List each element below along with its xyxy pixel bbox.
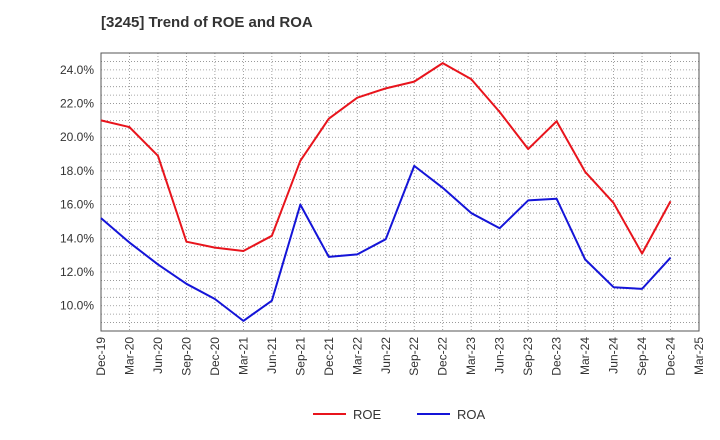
x-tick-label: Dec-21: [322, 337, 336, 376]
x-tick-label: Jun-22: [379, 337, 393, 374]
legend: ROE ROA: [313, 407, 486, 422]
y-tick-label: 14.0%: [60, 231, 94, 245]
x-tick-label: Sep-22: [407, 337, 421, 376]
y-tick-label: 20.0%: [60, 130, 94, 144]
series-layer: [100, 62, 672, 322]
plot-area-frame: [100, 52, 700, 332]
x-tick-label: Jun-21: [265, 337, 279, 374]
x-tick-label: Dec-23: [550, 337, 564, 376]
x-tick-label: Sep-24: [635, 337, 649, 376]
x-tick-label: Jun-23: [493, 337, 507, 374]
x-axis-ticks: Dec-19 Mar-20 Jun-20 Sep-20 Dec-20 Mar-21 Jun-…: [94, 337, 706, 376]
x-tick-label: Mar-25: [692, 337, 706, 375]
y-tick-label: 12.0%: [60, 265, 94, 279]
legend-label-roa: ROA: [457, 407, 486, 422]
chart-title: [3245] Trend of ROE and ROA: [101, 14, 313, 31]
x-tick-label: Jun-24: [607, 337, 621, 374]
x-tick-label: Mar-20: [122, 337, 136, 375]
x-tick-label: Dec-24: [664, 337, 678, 376]
y-tick-label: 22.0%: [60, 97, 94, 111]
x-tick-label: Dec-19: [94, 337, 108, 376]
x-tick-label: Mar-22: [350, 337, 364, 375]
x-tick-label: Sep-20: [179, 337, 193, 376]
series-line-roa: [100, 164, 672, 322]
y-tick-label: 16.0%: [60, 198, 94, 212]
y-tick-label: 10.0%: [60, 299, 94, 313]
y-axis-ticks: 10.0% 12.0% 14.0% 16.0% 18.0% 20.0% 22.0% 24.0%: [60, 63, 94, 313]
legend-label-roe: ROE: [353, 407, 382, 422]
x-tick-label: Mar-21: [236, 337, 250, 375]
x-tick-label: Sep-21: [293, 337, 307, 376]
x-tick-label: Jun-20: [151, 337, 165, 374]
x-tick-label: Mar-24: [578, 337, 592, 375]
x-tick-label: Mar-23: [464, 337, 478, 375]
x-tick-label: Sep-23: [521, 337, 535, 376]
x-tick-label: Dec-22: [436, 337, 450, 376]
x-tick-label: Dec-20: [208, 337, 222, 376]
series-line-roe: [100, 62, 672, 255]
grid-layer: [100, 53, 700, 331]
y-tick-label: 18.0%: [60, 164, 94, 178]
y-tick-label: 24.0%: [60, 63, 94, 77]
